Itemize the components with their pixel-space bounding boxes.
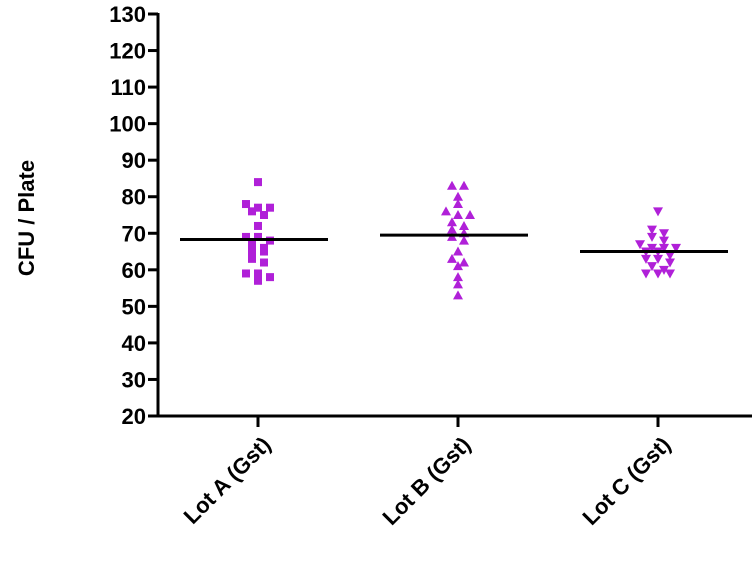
y-tick-label: 130 — [109, 2, 146, 27]
data-points — [242, 178, 681, 300]
mean-lines — [180, 233, 728, 254]
y-tick-label: 70 — [122, 221, 146, 246]
data-point-triangle-up — [453, 199, 463, 209]
y-tick-label: 110 — [111, 75, 147, 100]
y-tick-label: 100 — [109, 112, 146, 137]
data-point-triangle-up — [447, 180, 457, 190]
data-point-triangle-up — [465, 210, 475, 219]
data-point-triangle-down — [659, 229, 669, 239]
y-tick-label: 60 — [122, 258, 146, 283]
y-tick-label: 20 — [122, 404, 146, 429]
data-point-triangle-up — [453, 246, 463, 256]
data-point-triangle-up — [459, 220, 469, 230]
data-point-triangle-down — [653, 254, 663, 264]
data-point-square — [260, 258, 268, 267]
data-point-square — [254, 203, 262, 212]
x-axis-ticks: Lot A (Gst) Lot B (Gst) Lot C (Gst) — [179, 416, 676, 530]
data-point-triangle-up — [453, 272, 463, 282]
data-point-triangle-down — [647, 262, 657, 272]
data-point-triangle-up — [453, 210, 463, 219]
data-point-triangle-up — [447, 253, 457, 263]
data-point-square — [266, 203, 274, 212]
data-point-square — [254, 178, 262, 187]
data-point-triangle-down — [665, 269, 675, 279]
data-point-triangle-down — [647, 225, 657, 235]
y-axis-ticks: 20 30 40 50 60 70 80 90 100 110 120 130 — [109, 2, 158, 429]
data-point-square — [248, 254, 256, 263]
data-point-triangle-down — [653, 207, 663, 217]
category-label: Lot B (Gst) — [377, 432, 475, 530]
data-point-triangle-down — [647, 232, 657, 242]
data-point-triangle-up — [453, 290, 463, 300]
data-point-triangle-down — [635, 240, 645, 250]
data-point-triangle-up — [447, 217, 457, 227]
y-tick-label: 30 — [122, 367, 146, 392]
data-point-triangle-down — [653, 269, 663, 279]
data-point-triangle-down — [659, 243, 669, 253]
category-label: Lot C (Gst) — [577, 432, 675, 530]
data-point-triangle-down — [659, 236, 669, 246]
data-point-square — [248, 247, 256, 256]
y-tick-label: 50 — [122, 294, 146, 319]
data-point-triangle-up — [453, 279, 463, 289]
y-tick-label: 40 — [122, 331, 146, 356]
data-point-triangle-up — [459, 257, 469, 267]
data-point-square — [248, 207, 256, 216]
y-axis-title: CFU / Plate — [14, 160, 39, 276]
data-point-square — [254, 232, 262, 241]
data-point-triangle-down — [671, 243, 681, 253]
data-point-square — [260, 211, 268, 219]
data-point-triangle-down — [647, 243, 657, 253]
data-point-square — [260, 247, 268, 256]
data-point-triangle-up — [459, 180, 469, 190]
data-point-triangle-down — [665, 258, 675, 268]
data-point-square — [242, 200, 250, 209]
data-point-triangle-down — [641, 269, 651, 279]
data-point-triangle-up — [453, 261, 463, 271]
data-point-triangle-up — [453, 191, 463, 201]
data-point-triangle-up — [447, 224, 457, 234]
category-label: Lot A (Gst) — [179, 432, 276, 529]
data-point-square — [254, 221, 262, 230]
y-tick-label: 80 — [122, 185, 146, 210]
data-point-square — [242, 232, 250, 241]
data-point-triangle-up — [459, 235, 469, 245]
data-point-square — [254, 276, 262, 285]
data-point-triangle-up — [441, 206, 451, 216]
y-tick-label: 90 — [122, 148, 146, 173]
data-point-square — [254, 269, 262, 278]
data-point-square — [248, 240, 256, 249]
data-point-square — [266, 273, 274, 282]
data-point-triangle-down — [665, 251, 675, 261]
data-point-triangle-down — [641, 254, 651, 264]
data-point-square — [242, 269, 250, 278]
y-tick-label: 120 — [109, 39, 146, 64]
data-point-triangle-down — [659, 265, 669, 275]
